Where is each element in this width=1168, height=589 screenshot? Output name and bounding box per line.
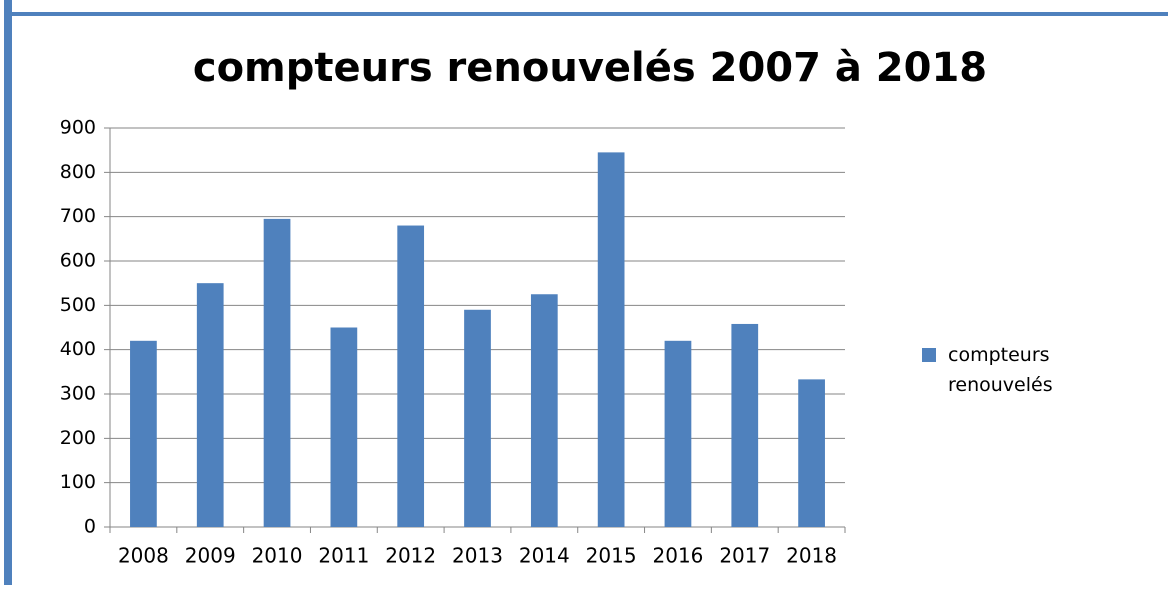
bar — [330, 327, 358, 527]
y-tick-label: 200 — [60, 427, 96, 449]
x-tick-label: 2008 — [118, 544, 169, 568]
y-tick-label: 500 — [60, 294, 96, 316]
x-tick-label: 2016 — [653, 544, 704, 568]
legend-label-line: renouvelés — [948, 374, 1053, 396]
bar — [530, 294, 558, 527]
x-tick-label: 2018 — [786, 544, 837, 568]
y-tick-label: 400 — [60, 338, 96, 360]
x-tick-label: 2014 — [519, 544, 570, 568]
x-tick-label: 2017 — [719, 544, 770, 568]
y-tick-label: 100 — [60, 471, 96, 493]
bar — [597, 152, 625, 527]
chart-title: compteurs renouvelés 2007 à 2018 — [193, 45, 987, 91]
y-tick-label: 600 — [60, 250, 96, 272]
bar — [196, 283, 224, 527]
bar — [263, 218, 291, 527]
bar — [731, 323, 759, 527]
y-tick-label: 0 — [84, 516, 96, 538]
y-tick-label: 700 — [60, 205, 96, 227]
x-tick-label: 2011 — [318, 544, 369, 568]
y-tick-label: 800 — [60, 161, 96, 183]
x-tick-label: 2013 — [452, 544, 503, 568]
legend-swatch — [922, 348, 936, 362]
x-tick-label: 2010 — [252, 544, 303, 568]
x-tick-label: 2015 — [586, 544, 637, 568]
y-tick-label: 300 — [60, 383, 96, 405]
bar — [130, 340, 157, 527]
bar — [464, 309, 491, 527]
y-tick-label: 900 — [60, 117, 96, 139]
legend-label: compteurs renouvelés — [948, 344, 1053, 396]
x-tick-label: 2012 — [385, 544, 436, 568]
legend-label-line: compteurs — [948, 344, 1050, 366]
bar — [664, 340, 692, 527]
x-tick-label: 2009 — [185, 544, 236, 568]
bar — [798, 379, 825, 527]
bar — [397, 225, 425, 528]
